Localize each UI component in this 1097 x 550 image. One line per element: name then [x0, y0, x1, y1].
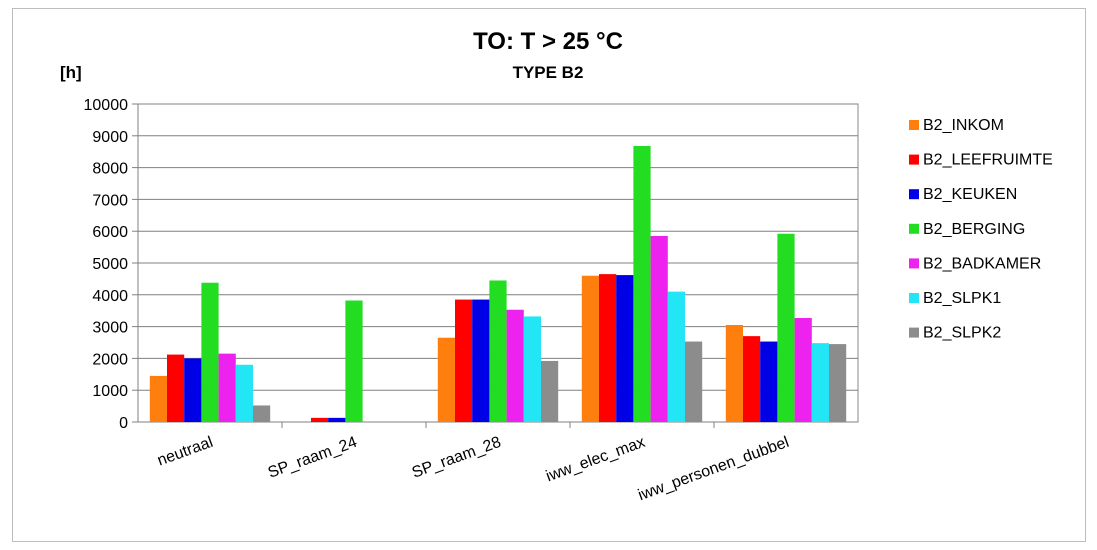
- y-tick-label: 7000: [92, 192, 128, 209]
- bar: [633, 145, 651, 422]
- y-tick-label: 3000: [92, 320, 128, 337]
- legend-label: B2_BADKAMER: [923, 255, 1041, 272]
- bar: [472, 299, 490, 422]
- bar: [725, 325, 743, 422]
- y-tick-label: 10000: [84, 97, 129, 114]
- legend-label: B2_BERGING: [923, 221, 1025, 238]
- legend-swatch: [909, 327, 919, 338]
- bar: [811, 343, 829, 422]
- legend-swatch: [909, 223, 919, 234]
- bar: [760, 341, 778, 422]
- legend-label: B2_SLPK2: [923, 325, 1001, 342]
- bar: [437, 337, 455, 422]
- legend-label: B2_LEEFRUIMTE: [923, 152, 1053, 169]
- bar: [328, 417, 346, 422]
- x-tick-label: iww_elec_max: [544, 434, 648, 486]
- legend-swatch: [909, 293, 919, 303]
- x-tick-label: iww_personen_dubbel: [636, 434, 791, 504]
- bar: [489, 280, 507, 422]
- bar: [794, 318, 812, 422]
- bar: [201, 282, 219, 422]
- bar: [616, 275, 634, 422]
- bar: [581, 275, 599, 422]
- bar: [777, 233, 795, 422]
- bar: [743, 336, 761, 422]
- x-tick-label: SP_raam_24: [266, 434, 360, 482]
- bar: [650, 235, 668, 422]
- legend-label: B2_SLPK1: [923, 290, 1001, 307]
- x-tick-label: neutraal: [155, 434, 215, 470]
- bar: [345, 300, 363, 422]
- legend-swatch: [909, 120, 919, 130]
- legend-swatch: [909, 154, 919, 165]
- bar: [599, 274, 617, 422]
- y-tick-label: 8000: [92, 161, 128, 178]
- y-tick-label: 4000: [92, 288, 128, 305]
- y-tick-label: 6000: [92, 224, 128, 241]
- x-tick-label: SP_raam_28: [410, 434, 504, 482]
- bar: [167, 354, 185, 422]
- bar: [235, 364, 253, 422]
- legend-label: B2_INKOM: [923, 117, 1004, 134]
- bar: [506, 309, 524, 422]
- legend-swatch: [909, 189, 919, 200]
- y-tick-label: 9000: [92, 129, 128, 146]
- bar: [253, 405, 271, 422]
- chart-subtitle: TYPE B2: [513, 63, 584, 82]
- bar: [149, 375, 167, 422]
- y-axis-label: [h]: [60, 63, 82, 82]
- legend-label: B2_KEUKEN: [923, 186, 1017, 203]
- bar: [541, 360, 559, 422]
- plot-area: 0 1000 2000 3000 4000 5000 6000 7000 8000 9000 100…: [84, 97, 859, 504]
- legend-swatch: [909, 258, 919, 269]
- bar: [829, 344, 847, 422]
- legend: B2_INKOM B2_LEEFRUIMTE B2_KEUKEN B2_BERGING…: [909, 117, 1053, 342]
- y-tick-label: 0: [119, 415, 128, 432]
- y-tick-label: 5000: [92, 256, 128, 273]
- bar: [685, 341, 703, 422]
- bar: [523, 316, 541, 422]
- bar: [218, 353, 236, 422]
- y-tick-label: 1000: [92, 383, 128, 400]
- bar: [667, 291, 685, 422]
- chart-title: TO: T > 25 °C: [473, 28, 623, 55]
- bar: [455, 299, 473, 422]
- bar: [184, 358, 202, 422]
- y-tick-label: 2000: [92, 351, 128, 368]
- bar: [311, 417, 329, 422]
